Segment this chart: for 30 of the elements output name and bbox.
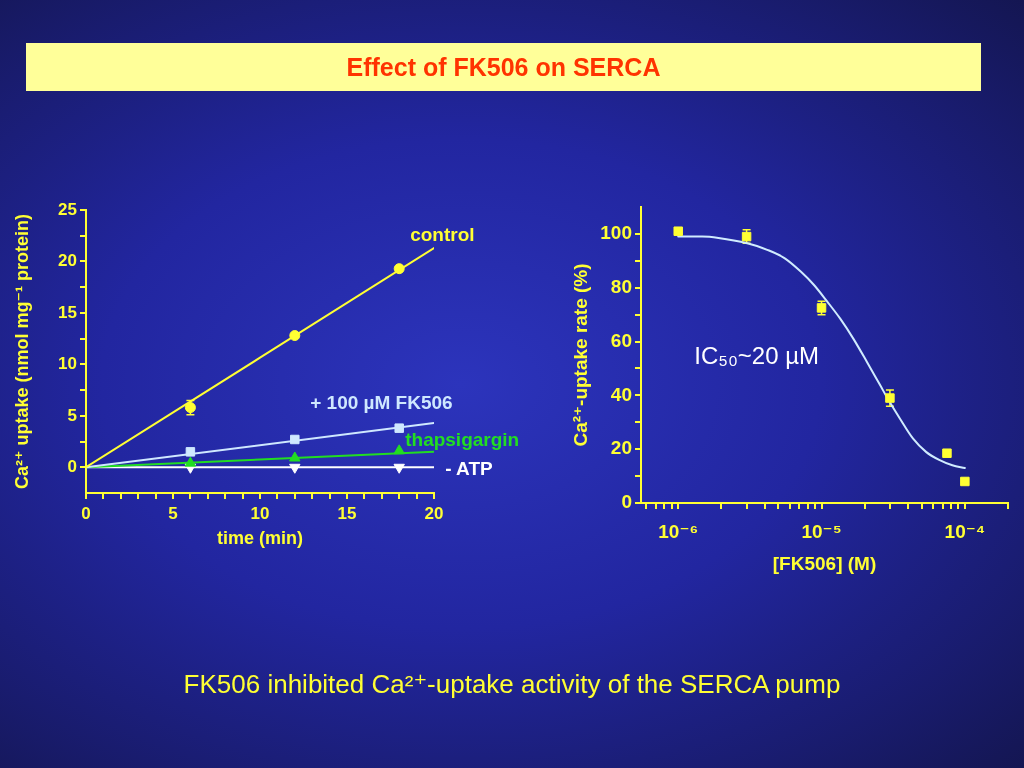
x-tick-label: 10⁻⁴ (944, 520, 986, 542)
y-tick-label: 10 (58, 354, 77, 374)
y-tick-label: 20 (58, 251, 77, 271)
y-tick-label: 0 (67, 456, 77, 476)
series-label: thapsigargin (405, 429, 520, 451)
x-axis-title: [FK506] (M) (772, 552, 877, 574)
y-axis-title: Ca²⁺ uptake (nmol mg⁻¹ protein) (11, 213, 32, 490)
text: Effect of FK506 on SERCA (26, 43, 981, 91)
y-tick-label: 20 (610, 437, 632, 459)
x-tick-label: 10 (250, 503, 270, 523)
x-tick-label: 5 (168, 503, 178, 523)
series-label: + 100 µM FK506 (310, 392, 453, 414)
y-tick-label: 5 (67, 405, 77, 425)
x-tick-label: 0 (81, 503, 91, 523)
y-tick-label: 40 (610, 383, 632, 405)
text: FK506 inhibited Ca²⁺-uptake activity of the SERCA pump (182, 668, 842, 701)
y-tick-label: 15 (58, 302, 77, 322)
series-label: control (410, 223, 475, 245)
annotation: IC₅₀~20 µM (694, 341, 820, 369)
y-tick-label: 25 (58, 199, 77, 219)
x-axis-title: time (min) (216, 528, 304, 549)
y-tick-label: 60 (610, 329, 632, 351)
y-axis-title: Ca²⁺-uptake rate (%) (569, 263, 591, 447)
x-tick-label: 10⁻⁵ (801, 520, 842, 542)
x-tick-label: 10⁻⁶ (658, 520, 699, 542)
y-tick-label: 80 (610, 275, 632, 297)
x-tick-label: 15 (337, 503, 357, 523)
x-tick-label: 20 (424, 503, 444, 523)
text: - ATP (445, 457, 494, 479)
y-tick-label: 100 (600, 222, 632, 244)
